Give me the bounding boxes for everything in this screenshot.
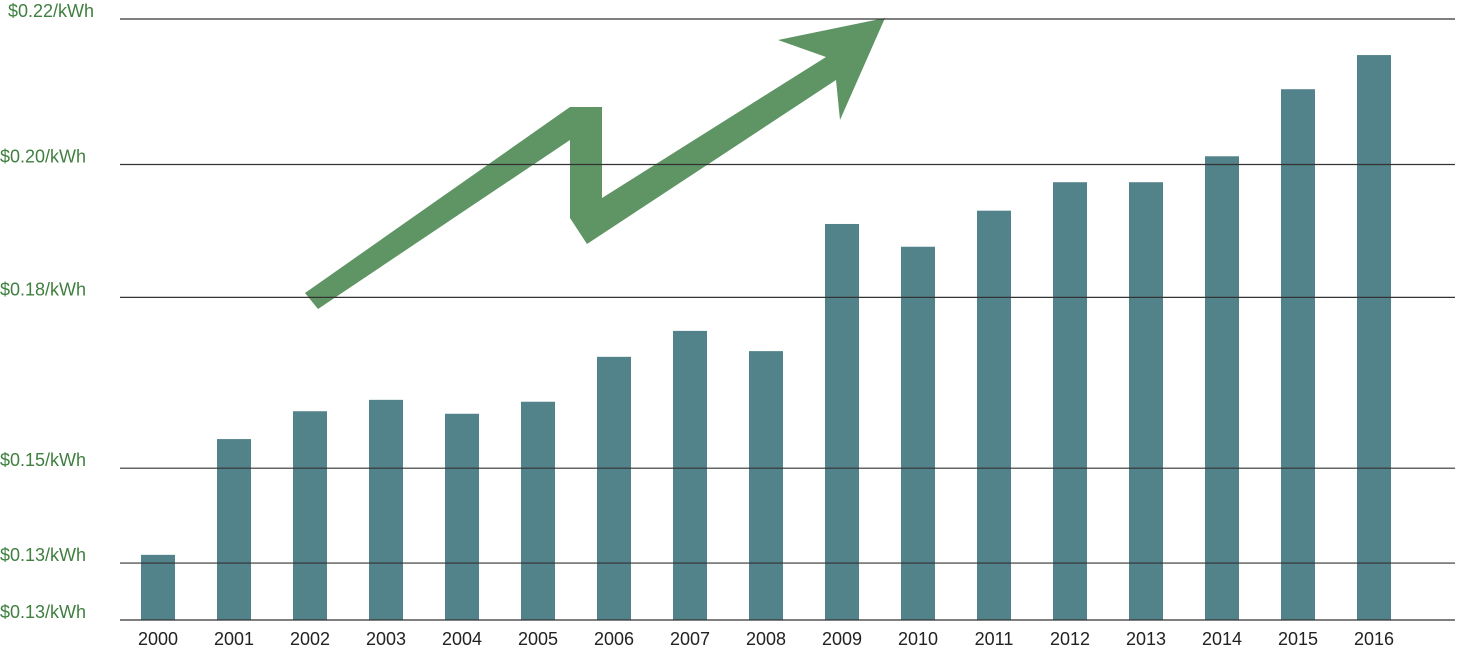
x-tick-label: 2009 <box>822 629 862 649</box>
y-tick-label: $0.18/kWh <box>0 279 86 299</box>
trend-arrow <box>305 18 885 309</box>
bar <box>445 413 479 620</box>
bar <box>1281 89 1315 620</box>
bar <box>597 356 631 620</box>
x-tick-label: 2002 <box>290 629 330 649</box>
bar <box>141 554 175 620</box>
bar <box>1357 55 1391 621</box>
x-tick-label: 2016 <box>1354 629 1394 649</box>
x-tick-label: 2012 <box>1050 629 1090 649</box>
bar <box>673 330 707 620</box>
x-tick-label: 2014 <box>1202 629 1242 649</box>
bar <box>1205 156 1239 620</box>
bar <box>825 223 859 620</box>
y-tick-label: $0.22/kWh <box>8 1 94 21</box>
x-tick-label: 2000 <box>138 629 178 649</box>
bar <box>1053 182 1087 621</box>
x-tick-label: 2004 <box>442 629 482 649</box>
bar <box>369 399 403 620</box>
x-tick-label: 2015 <box>1278 629 1318 649</box>
x-tick-label: 2005 <box>518 629 558 649</box>
y-tick-label: $0.13/kWh <box>0 545 86 565</box>
bar <box>749 351 783 620</box>
bar <box>901 246 935 620</box>
y-tick-label: $0.20/kWh <box>0 147 86 167</box>
x-tick-label: 2006 <box>594 629 634 649</box>
bar <box>1129 182 1163 621</box>
x-tick-label: 2011 <box>975 629 1014 649</box>
x-tick-label: 2008 <box>746 629 786 649</box>
bar <box>977 210 1011 620</box>
x-tick-label: 2007 <box>670 629 710 649</box>
bar <box>293 411 327 620</box>
bar <box>217 439 251 620</box>
bar <box>521 401 555 620</box>
x-tick-label: 2001 <box>214 629 254 649</box>
y-tick-label: $0.15/kWh <box>0 450 86 470</box>
x-tick-label: 2003 <box>366 629 406 649</box>
x-tick-label: 2010 <box>898 629 938 649</box>
y-tick-label: $0.13/kWh <box>0 602 86 622</box>
x-tick-label: 2013 <box>1126 629 1166 649</box>
